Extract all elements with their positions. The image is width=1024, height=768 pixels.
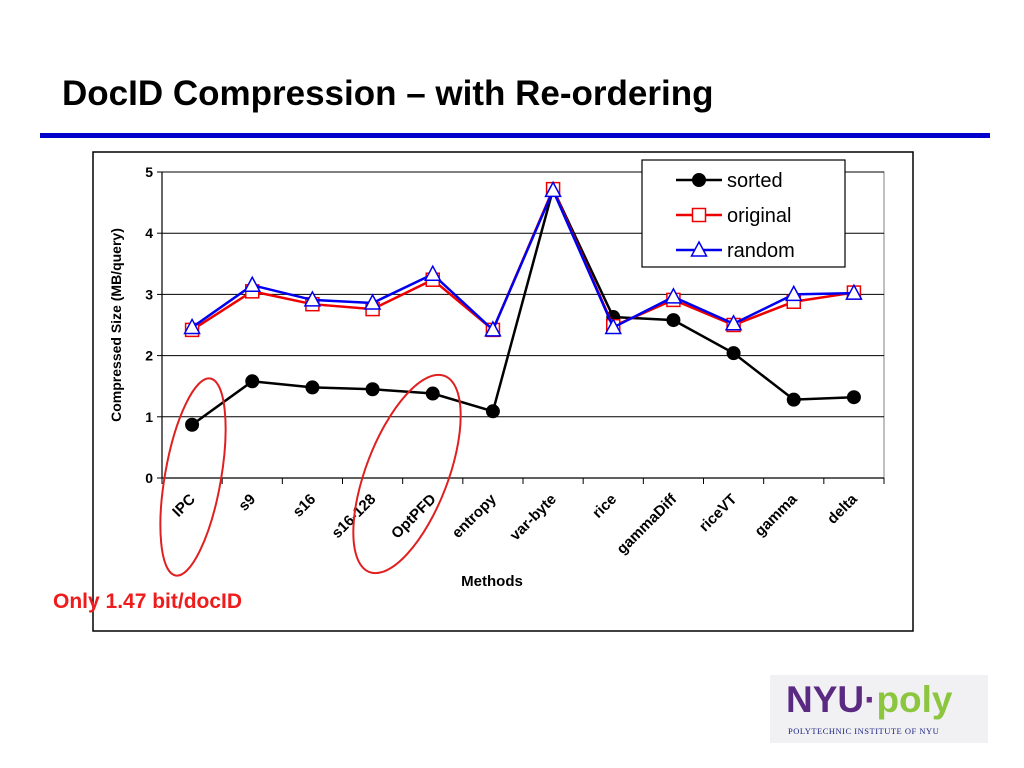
data-point-random [243, 275, 262, 292]
data-point-random [544, 180, 562, 198]
slide-title: DocID Compression – with Re-ordering [62, 74, 714, 113]
legend-marker [691, 207, 707, 223]
legend-label: random [727, 240, 795, 262]
legend-item-sorted: sorted [676, 170, 783, 192]
series-line-sorted [191, 185, 854, 426]
highlight-ellipse-optpfd [352, 373, 462, 575]
y-tick-label: 1 [145, 409, 153, 425]
x-axis-title: Methods [461, 573, 523, 590]
logo-dot-text: · [864, 679, 877, 720]
annotation-text: Only 1.47 bit/docID [53, 590, 243, 613]
data-point-sorted [846, 390, 861, 405]
data-point-sorted [786, 392, 801, 407]
data-point-random [484, 320, 502, 337]
data-point-sorted [425, 386, 440, 401]
data-point-random [664, 287, 683, 304]
y-tick-label: 4 [145, 225, 153, 241]
data-point-sorted [185, 417, 200, 432]
legend-label: sorted [727, 170, 783, 192]
data-point-sorted [365, 382, 380, 397]
data-point-sorted [245, 374, 260, 389]
data-point-sorted [305, 380, 320, 395]
logo-poly-text: poly [876, 679, 953, 720]
logo-subtitle: POLYTECHNIC INSTITUTE OF NYU [788, 726, 940, 736]
series-line-random [191, 187, 854, 333]
legend-item-random: random [676, 240, 795, 262]
series-sorted [185, 182, 861, 432]
highlight-ellipse-ipc [159, 377, 227, 577]
data-point-random [183, 317, 201, 335]
data-point-random [604, 317, 623, 335]
y-tick-label: 0 [145, 470, 153, 486]
data-point-sorted [666, 313, 681, 328]
data-point-sorted [485, 404, 500, 419]
logo-nyu-text: NYU [786, 679, 865, 720]
data-point-sorted [726, 346, 741, 361]
legend-item-original: original [676, 205, 791, 227]
legend-label: original [727, 205, 791, 227]
title-divider [40, 133, 990, 138]
nyu-poly-logo: NYU·poly POLYTECHNIC INSTITUTE OF NYU [770, 675, 988, 743]
y-tick-label: 5 [145, 164, 153, 180]
data-point-random [363, 293, 382, 310]
data-point-random [303, 290, 322, 307]
logo-wordmark: NYU·poly [786, 679, 953, 721]
y-axis-title: Compressed Size (MB/query) [108, 228, 124, 422]
y-tick-label: 2 [145, 348, 153, 364]
legend-marker [690, 240, 708, 257]
series-random [183, 180, 863, 337]
legend-marker [692, 173, 706, 187]
data-point-random [845, 283, 863, 300]
legend-box [641, 159, 846, 268]
data-point-random [784, 284, 803, 302]
y-tick-label: 3 [145, 286, 153, 302]
chart-legend: sorted original random [641, 159, 846, 268]
data-point-random [724, 314, 743, 331]
data-point-random [423, 264, 442, 281]
